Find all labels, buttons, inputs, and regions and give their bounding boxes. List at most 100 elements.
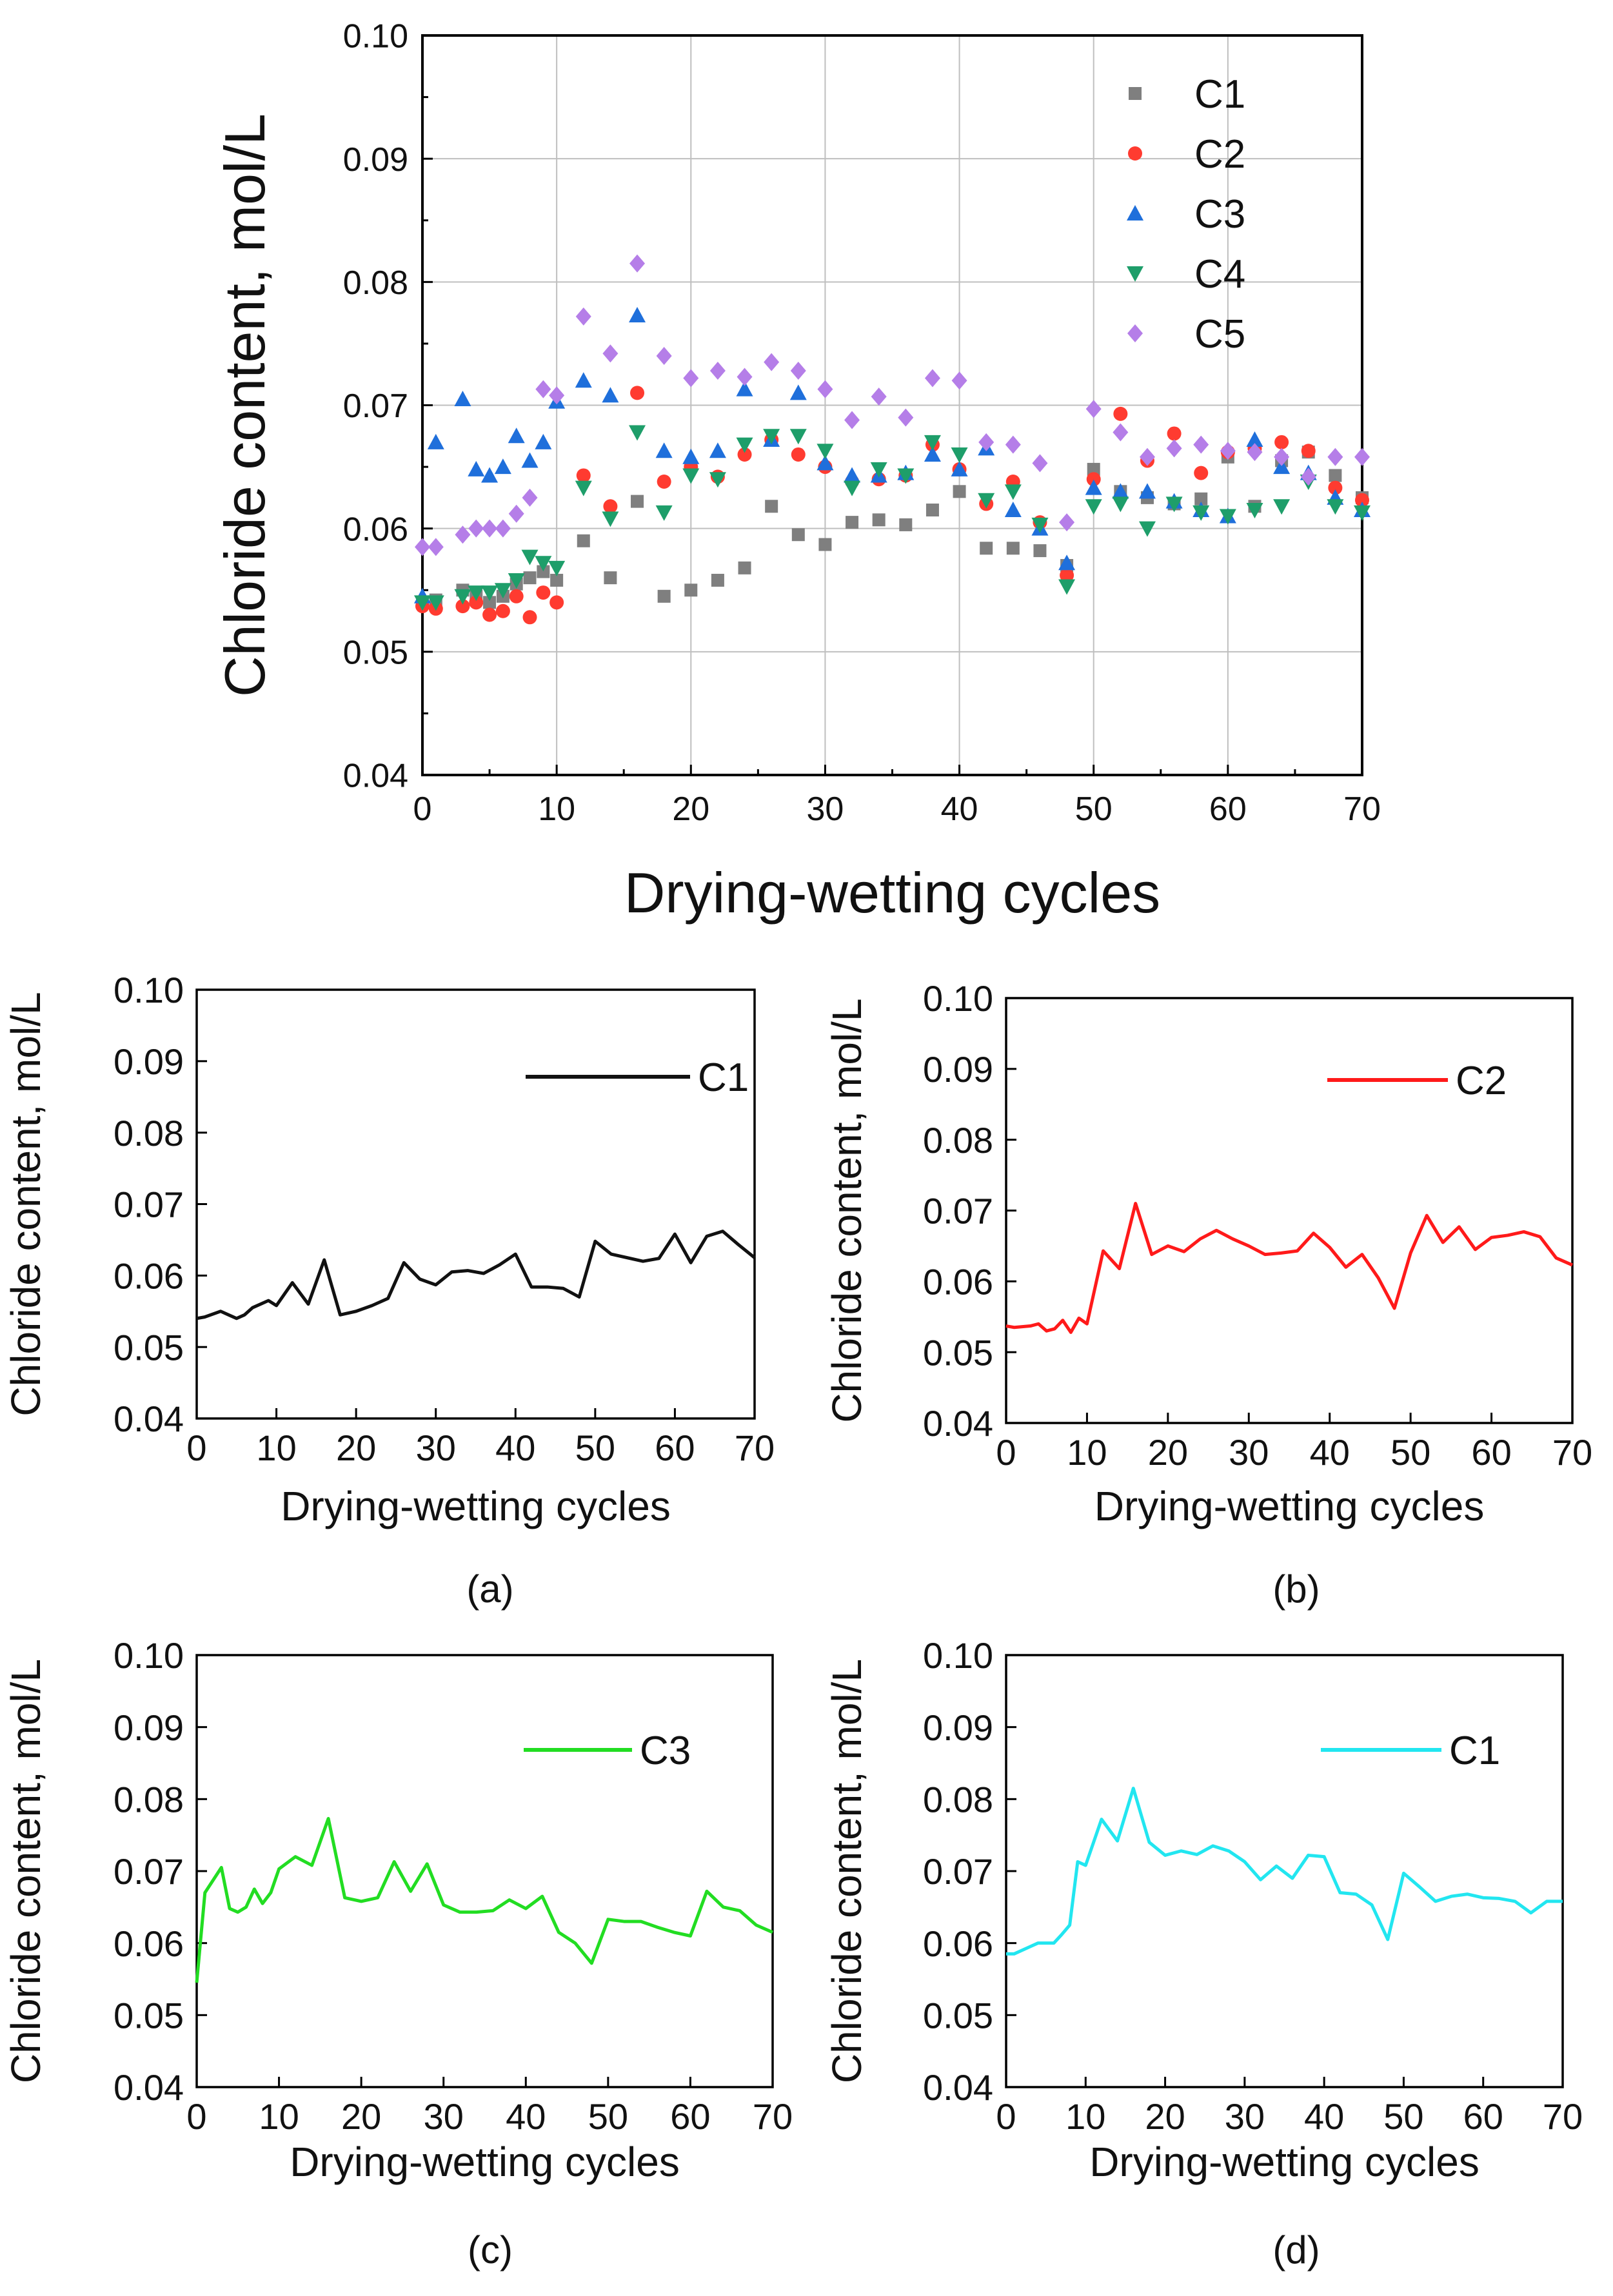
y-tick-label: 0.06 xyxy=(343,511,408,548)
data-point-C5-36 xyxy=(1274,447,1290,466)
legend-label-C1: C1 xyxy=(698,1055,749,1100)
data-point-C3-36 xyxy=(1273,458,1291,475)
y-tick-label: 0.05 xyxy=(114,1327,184,1368)
data-point-C4-39 xyxy=(1354,505,1371,521)
x-tick-label: 40 xyxy=(941,790,978,828)
data-point-C5-2 xyxy=(455,525,471,544)
data-point-C1-14 xyxy=(684,584,698,597)
data-point-C4-19 xyxy=(816,444,834,460)
data-point-C5-12 xyxy=(629,254,646,273)
data-point-C2-38 xyxy=(1328,480,1343,495)
data-point-C5-9 xyxy=(549,386,565,405)
x-tick-label: 50 xyxy=(588,2096,628,2137)
data-point-C3-1 xyxy=(427,433,444,449)
x-tick-label: 0 xyxy=(186,1428,206,1468)
y-tick-label: 0.10 xyxy=(114,1635,184,1676)
data-point-C1-19 xyxy=(818,538,832,551)
data-point-C2-9 xyxy=(549,595,564,610)
data-point-C4-28 xyxy=(1058,579,1076,595)
data-point-C3-31 xyxy=(1138,483,1156,499)
data-point-C4-25 xyxy=(978,493,995,509)
y-tick-label: 0.10 xyxy=(114,970,184,1010)
data-point-C5-32 xyxy=(1166,439,1182,458)
x-tick-label: 0 xyxy=(996,2096,1016,2137)
data-point-C4-36 xyxy=(1273,499,1291,515)
data-point-C4-3 xyxy=(468,585,485,602)
data-point-C4-20 xyxy=(844,480,861,496)
data-point-C5-8 xyxy=(535,380,551,398)
data-point-C4-38 xyxy=(1327,499,1344,515)
data-point-C1-7 xyxy=(523,571,537,585)
data-point-C5-5 xyxy=(495,519,511,538)
data-point-C4-7 xyxy=(521,549,539,565)
data-point-C4-17 xyxy=(763,429,780,445)
data-point-C5-6 xyxy=(508,504,524,523)
y-tick-label: 0.09 xyxy=(923,1049,993,1090)
data-point-C4-21 xyxy=(870,462,887,478)
data-point-C5-0 xyxy=(415,538,430,556)
data-point-C2-4 xyxy=(482,607,497,622)
data-point-C2-11 xyxy=(603,499,618,514)
y-tick-label: 0.05 xyxy=(343,634,408,672)
x-tick-label: 0 xyxy=(996,1432,1016,1473)
data-point-C2-18 xyxy=(791,447,806,462)
legend-label-C1: C1 xyxy=(1449,1729,1500,1773)
data-point-C4-8 xyxy=(535,556,552,572)
y-tick-label: 0.07 xyxy=(343,388,408,425)
data-point-C5-26 xyxy=(1005,435,1021,454)
data-point-C5-4 xyxy=(482,519,498,538)
data-point-C3-35 xyxy=(1246,431,1263,447)
x-tick-label: 30 xyxy=(1229,1432,1269,1473)
chart-panel-2: 0 10 20 30 40 50 60 70 0.04 0.05 0.06 0.07 0.08 0.09 0… xyxy=(3,970,775,1611)
y-tick-label: 0.07 xyxy=(923,1851,993,1892)
x-tick-label: 20 xyxy=(336,1428,376,1468)
data-point-C3-10 xyxy=(575,372,592,388)
data-point-C2-37 xyxy=(1301,444,1316,458)
y-tick-label: 0.09 xyxy=(114,1041,184,1082)
data-point-C3-16 xyxy=(736,380,753,397)
x-tick-label: 30 xyxy=(1225,2096,1265,2137)
data-point-C4-9 xyxy=(548,560,566,576)
data-point-C5-10 xyxy=(575,307,591,326)
data-point-C1-legend xyxy=(1129,87,1142,100)
data-point-C2-12 xyxy=(630,386,645,400)
legend-label-C1: C1 xyxy=(1194,72,1245,117)
data-point-C1-33 xyxy=(1194,492,1208,505)
data-point-C4-32 xyxy=(1165,496,1183,513)
y-tick-label: 0.09 xyxy=(923,1707,993,1748)
data-point-C2-39 xyxy=(1355,493,1369,507)
x-tick-label: 10 xyxy=(259,2096,299,2137)
x-tick-label: 40 xyxy=(1304,2096,1344,2137)
x-tick-label: 70 xyxy=(1343,790,1381,828)
data-point-C1-9 xyxy=(550,573,564,587)
data-point-C4-18 xyxy=(789,429,807,445)
data-point-C1-15 xyxy=(711,573,724,587)
data-point-C4-22 xyxy=(897,468,915,484)
y-tick-label: 0.08 xyxy=(923,1120,993,1161)
x-tick-label: 60 xyxy=(670,2096,710,2137)
data-point-C1-17 xyxy=(765,500,778,513)
y-tick-label: 0.10 xyxy=(343,18,408,55)
data-point-C4-31 xyxy=(1138,521,1156,537)
data-point-C5-37 xyxy=(1300,467,1316,486)
data-point-C5-29 xyxy=(1085,400,1102,418)
data-point-C3-24 xyxy=(951,460,968,476)
data-point-C3-4 xyxy=(481,467,499,483)
data-point-C5-25 xyxy=(978,433,995,451)
data-point-C4-4 xyxy=(481,585,499,602)
data-point-C4-35 xyxy=(1246,502,1263,518)
data-point-C1-38 xyxy=(1329,469,1342,482)
data-point-C2-3 xyxy=(469,595,484,610)
data-point-C3-28 xyxy=(1058,554,1076,571)
y-tick-label: 0.08 xyxy=(923,1779,993,1820)
series-line-C3 xyxy=(195,1816,774,1983)
panel-caption: (c) xyxy=(468,2228,513,2271)
series-line-C2 xyxy=(1005,1202,1574,1334)
data-point-C4-11 xyxy=(602,511,619,527)
legend-label-C2: C2 xyxy=(1456,1059,1507,1103)
y-tick-label: 0.08 xyxy=(114,1779,184,1820)
legend-label-C3: C3 xyxy=(1194,192,1245,237)
data-point-C5-18 xyxy=(790,361,806,380)
data-point-C5-24 xyxy=(951,371,967,390)
data-point-C1-16 xyxy=(738,561,751,574)
